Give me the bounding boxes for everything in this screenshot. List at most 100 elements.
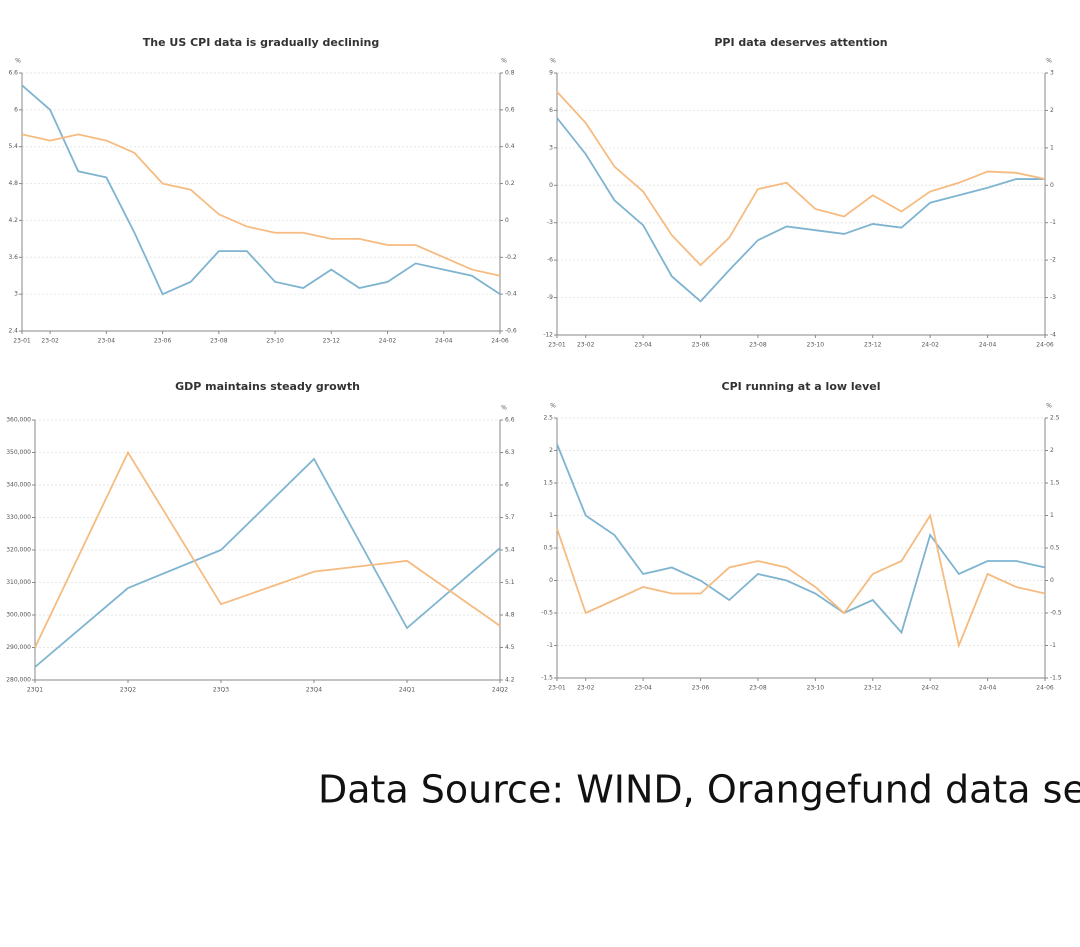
y2-tick-label: 0.5: [1050, 545, 1060, 552]
x-tick-label: 23-01: [13, 338, 31, 345]
series-line: [21, 133, 501, 277]
y2-tick-label: -1: [1050, 642, 1056, 649]
y2-tick-label: 2: [1050, 107, 1054, 114]
y2-tick-label: 0.8: [505, 70, 515, 77]
y-axis-label: %: [550, 58, 556, 65]
x-tick-label: 24Q1: [399, 687, 415, 694]
y-tick-label: 360,000: [6, 417, 31, 424]
y-tick-label: -1: [547, 642, 553, 649]
y2-tick-label: 5.1: [505, 579, 515, 586]
x-tick-label: 23-10: [807, 342, 825, 349]
y-tick-label: 310,000: [6, 579, 31, 586]
x-tick-label: 23-12: [323, 338, 341, 345]
x-tick-label: 23Q3: [213, 687, 229, 694]
y-tick-label: 4.8: [8, 180, 18, 187]
chart-title: PPI data deserves attention: [714, 36, 887, 49]
y2-tick-label: 1: [1050, 144, 1054, 151]
y2-tick-label: -0.2: [505, 254, 517, 261]
y-tick-label: -3: [547, 219, 553, 226]
chart-title: CPI running at a low level: [722, 380, 881, 393]
x-tick-label: 23-08: [749, 342, 767, 349]
y2-tick-label: -1: [1050, 219, 1056, 226]
x-tick-label: 23Q4: [306, 687, 322, 694]
y-tick-label: 300,000: [6, 612, 31, 619]
y2-tick-label: -4: [1050, 332, 1056, 339]
x-tick-label: 23-06: [154, 338, 172, 345]
y2-tick-label: -0.6: [505, 328, 517, 335]
x-tick-label: 23Q2: [120, 687, 136, 694]
x-tick-label: 23-08: [210, 338, 228, 345]
y-tick-label: 320,000: [6, 547, 31, 554]
y-axis-label: %: [15, 58, 21, 65]
y2-tick-label: 0.2: [505, 180, 515, 187]
y2-tick-label: 3: [1050, 70, 1054, 77]
y2-tick-label: 4.8: [505, 612, 515, 619]
x-tick-label: 24-04: [435, 338, 453, 345]
x-tick-label: 23-06: [692, 342, 710, 349]
series-line: [556, 117, 1045, 303]
x-tick-label: 24-06: [491, 338, 509, 345]
y2-tick-label: -1.5: [1050, 675, 1062, 682]
x-tick-label: 24-02: [921, 685, 939, 692]
x-tick-label: 23-12: [864, 342, 882, 349]
y2-axis-label: %: [1046, 58, 1052, 65]
y2-tick-label: 2.5: [1050, 415, 1060, 422]
y-tick-label: 350,000: [6, 449, 31, 456]
series-line: [556, 91, 1046, 267]
y-tick-label: 1.5: [543, 480, 553, 487]
y-axis-label: %: [550, 403, 556, 410]
y-tick-label: 3: [549, 144, 553, 151]
series-line: [556, 443, 1046, 635]
y2-tick-label: 2: [1050, 447, 1054, 454]
y2-tick-label: 0: [1050, 577, 1054, 584]
x-tick-label: 24-06: [1036, 342, 1054, 349]
y-tick-label: 4.2: [8, 217, 18, 224]
y2-axis-label: %: [1046, 403, 1052, 410]
x-tick-label: 24-06: [1036, 685, 1054, 692]
x-tick-label: 23-10: [266, 338, 284, 345]
y2-tick-label: -3: [1050, 294, 1056, 301]
y2-tick-label: 0.6: [505, 106, 515, 113]
y2-tick-label: 0: [505, 217, 509, 224]
y2-tick-label: -0.5: [1050, 610, 1062, 617]
x-tick-label: 23-12: [864, 685, 882, 692]
y-tick-label: 340,000: [6, 482, 31, 489]
x-tick-label: 24-04: [979, 685, 997, 692]
y2-axis-label: %: [501, 58, 507, 65]
y2-axis-label: %: [501, 405, 507, 412]
y-tick-label: 3: [14, 291, 18, 298]
x-tick-label: 23-06: [692, 685, 710, 692]
y2-tick-label: 0: [1050, 182, 1054, 189]
x-tick-label: 23-02: [577, 685, 595, 692]
y-tick-label: -1.5: [541, 675, 553, 682]
source-note: Data Source: WIND, Orangefund data sea: [318, 768, 1080, 812]
x-tick-label: 23-04: [634, 342, 652, 349]
y-tick-label: 2.5: [543, 415, 553, 422]
x-tick-label: 23-08: [749, 685, 767, 692]
x-tick-label: 23-02: [41, 338, 59, 345]
y-tick-label: 290,000: [6, 644, 31, 651]
y-tick-label: 6.6: [8, 70, 18, 77]
x-tick-label: 23-10: [807, 685, 825, 692]
y-tick-label: 0.5: [543, 545, 553, 552]
chart-title: GDP maintains steady growth: [175, 380, 360, 393]
y2-tick-label: -2: [1050, 257, 1056, 264]
y2-tick-label: 6: [505, 482, 509, 489]
y2-tick-label: 4.2: [505, 677, 515, 684]
y-tick-label: 330,000: [6, 514, 31, 521]
y-tick-label: 1: [549, 512, 553, 519]
y2-tick-label: 0.4: [505, 143, 515, 150]
x-tick-label: 24-04: [979, 342, 997, 349]
y-tick-label: -9: [547, 294, 553, 301]
series-line: [21, 84, 501, 296]
x-tick-label: 23Q1: [27, 687, 43, 694]
y-tick-label: 0: [549, 577, 553, 584]
y2-tick-label: -0.4: [505, 291, 517, 298]
y2-tick-label: 5.4: [505, 547, 515, 554]
series-line: [34, 450, 501, 648]
series-line: [34, 457, 501, 668]
y-tick-label: 5.4: [8, 143, 18, 150]
x-tick-label: 24-02: [921, 342, 939, 349]
y-tick-label: -6: [547, 257, 553, 264]
